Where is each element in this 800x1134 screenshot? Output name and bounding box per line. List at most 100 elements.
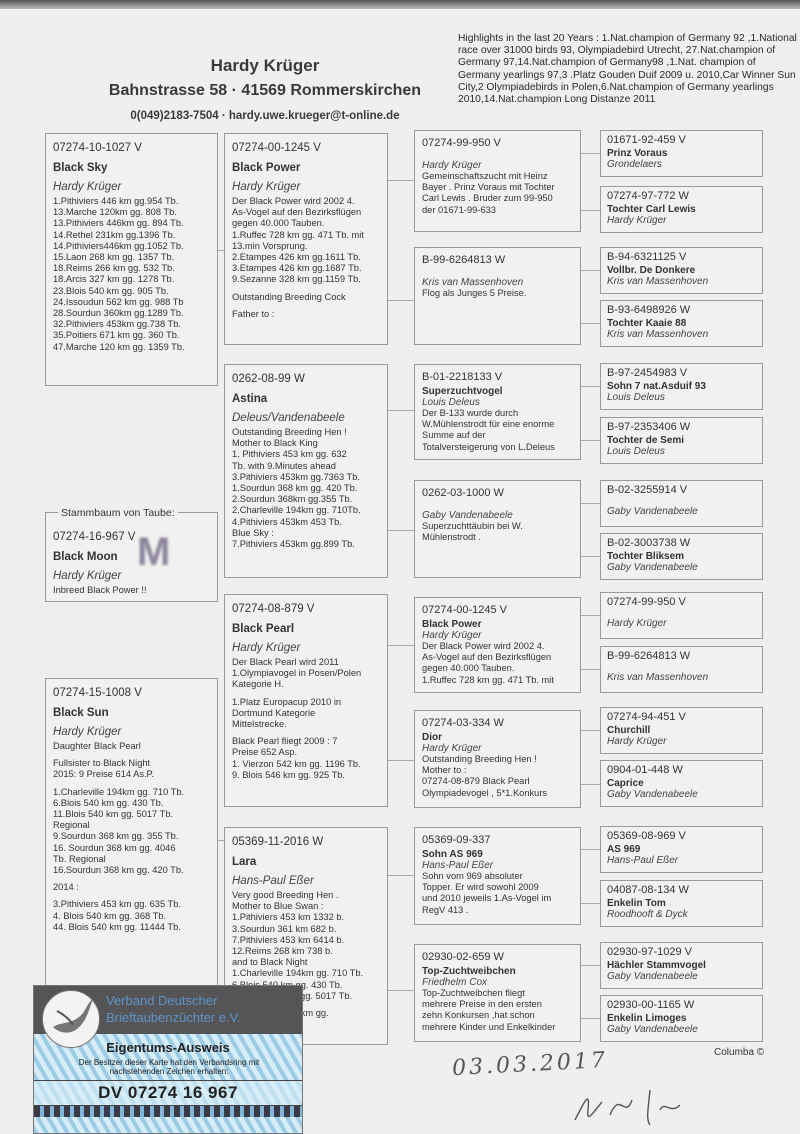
breeder: Hardy Krüger <box>607 215 667 226</box>
note-line: 15.Laon 268 km gg. 1357 Tb. <box>53 252 175 263</box>
note-line: 7.Pithiviers 453km gg.899 Tb. <box>232 539 355 550</box>
note-line: 13.min Vorsprung. <box>232 240 308 251</box>
breeder-contact: 0(049)2183-7504 · hardy.uwe.krueger@t-on… <box>130 110 400 122</box>
bird-name: Black Moon <box>53 551 118 563</box>
note-line: Der Black Power wird 2002 4. <box>422 641 545 651</box>
ring-number: 05369-11-2016 W <box>232 836 324 848</box>
ring-number: 07274-99-950 V <box>422 137 501 149</box>
note-line: Olympiadevogel , 5*1.Konkurs <box>422 787 548 798</box>
stammbaum-label: Stammbaum von Taube: <box>58 507 178 519</box>
pedigree-box-dss: 07274-00-1245 V Black Power Hardy Krüger De… <box>414 597 581 693</box>
note-line: 32.Pithiviers 453km gg.738 Tb. <box>53 319 181 330</box>
breeder: Deleus/Vandenabeele <box>232 412 345 424</box>
note-line: 2.Etampes 426 km gg.1611 Tb. <box>232 252 361 263</box>
card-org: Verband Deutscher Brieftaubenzüchter e.V. <box>106 992 241 1026</box>
connector-line <box>388 990 414 991</box>
note-line: 23.Blois 540 km gg. 905 Tb. <box>53 285 169 296</box>
note-line: Mother to : <box>422 765 467 776</box>
note-line: Inbreed Black Power !! <box>53 585 147 595</box>
note-line: 2.Charleville 194km gg. 710Tb. <box>232 505 361 516</box>
note-line: 4.Pithiviers 453km 453 Tb. <box>232 516 342 527</box>
breeder: Hardy Krüger <box>232 642 301 654</box>
note-line: Black Pearl fliegt 2009 : 7 <box>232 736 338 747</box>
note-line: 2014 : <box>53 882 79 893</box>
pedigree-box-g15: 02930-97-1029 V Hächler Stammvogel Gaby Va… <box>600 942 763 989</box>
note-line: 9.Sourdun 368 km gg. 355 Tb. <box>53 831 179 842</box>
connector-line <box>218 840 224 841</box>
breeder: Gaby Vandenabeele <box>607 971 698 982</box>
connector-line <box>581 503 600 504</box>
connector-line <box>581 849 600 850</box>
bird-name: Enkelin Limoges <box>607 1013 687 1024</box>
connector-line <box>388 645 414 646</box>
note-line: 3.Sourdun 361 km 682 b. <box>232 923 337 934</box>
pedigree-box-sss: 07274-99-950 V Hardy Krüger Gemeinschaftsz… <box>414 130 581 232</box>
note-line: Preise 652 Asp. <box>232 747 298 758</box>
note-line: 9. Blois 546 km gg. 925 Tb. <box>232 769 346 780</box>
ring-number: 0904-01-448 W <box>607 764 683 776</box>
ring-number: B-99-6264813 W <box>422 254 506 266</box>
breeder: Kris van Massenhoven <box>607 276 709 287</box>
connector-line <box>581 270 600 271</box>
ring-number: 07274-94-451 V <box>607 711 686 723</box>
note-line: 1.Pithiviers 453 km 1332 b. <box>232 912 345 923</box>
note-line: Daughter Black Pearl <box>53 741 141 751</box>
bird-name: Enkelin Tom <box>607 898 666 909</box>
card-org-line1: Verband Deutscher <box>106 993 218 1008</box>
bird-name <box>607 498 756 506</box>
note-line: Der Black Power wird 2002 4. <box>232 196 355 206</box>
note-line: 2.Sourdun 368km gg.355 Tb. <box>232 494 353 505</box>
note-line: 28.Sourdun 360km gg.1289 Tb. <box>53 308 184 319</box>
pedigree-box-g11: 07274-94-451 V Churchill Hardy Krüger <box>600 707 763 754</box>
bird-name: Tochter Carl Lewis <box>607 204 696 215</box>
ring-number: B-02-3255914 V <box>607 484 688 496</box>
bird-name: Tochter de Semi <box>607 435 685 446</box>
note-line: Father to : <box>232 308 275 319</box>
pedigree-box-g5: B-97-2454983 V Sohn 7 nat.Asduif 93 Louis … <box>600 363 763 410</box>
breeder: Gaby Vandenabeele <box>607 562 698 573</box>
bird-name: Superzuchtvogel <box>422 386 503 397</box>
note-line: Outstanding Breeding Hen ! <box>422 754 537 764</box>
note-line: 1.Ruffec 728 km gg. 471 Tb. mit <box>232 229 364 240</box>
bird-name: Black Sun <box>53 707 109 719</box>
pedigree-box-g2: 07274-97-772 W Tochter Carl Lewis Hardy Kr… <box>600 186 763 233</box>
connector-line <box>581 153 600 154</box>
pedigree-box-ssd: B-99-6264813 W Kris van Massenhoven Flog a… <box>414 247 581 345</box>
note-line: Very good Breeding Hen . <box>232 890 339 900</box>
connector-line <box>581 784 600 785</box>
note-line: 7.Pithiviers 453 km 6414 b. <box>232 934 345 945</box>
bird-name <box>607 610 756 618</box>
ring-number: 07274-16-967 V <box>53 531 136 543</box>
bird-name <box>607 664 756 672</box>
note-line: Bayer . Prinz Voraus mit Tochter <box>422 182 555 193</box>
bird-name <box>422 269 574 277</box>
note-line: 12.Reims 268 km 738 b. <box>232 946 333 957</box>
note-line: Tb. Regional <box>53 853 106 864</box>
breeder: Hardy Krüger <box>422 630 482 641</box>
note-line: 2015: 9 Preise 614 As.P. <box>53 769 155 780</box>
pedigree-box-g1: 01671-92-459 V Prinz Voraus Grondelaers <box>600 130 763 177</box>
breeder: Kris van Massenhoven <box>422 277 524 288</box>
note-line: 1. Vierzon 542 km gg. 1196 Tb. <box>232 758 361 769</box>
note-line: 16. Sourdun 368 km gg. 4046 <box>53 842 176 853</box>
connector-line <box>581 1018 600 1019</box>
note-line: Totalversteigerung von L.Deleus <box>422 441 555 452</box>
note-line: 3.Pithiviers 453 km gg. 635 Tb. <box>53 899 181 910</box>
bird-name: Black Sky <box>53 162 108 174</box>
note-line: Mother to Blue Swan : <box>232 901 324 912</box>
note-line: As-Vogel auf den Bezirksflügen <box>422 652 552 663</box>
note-line: 4. Blois 540 km gg. 368 Tb. <box>53 910 167 921</box>
connector-line <box>388 300 414 301</box>
pedigree-box-g14: 04087-08-134 W Enkelin Tom Roodhooft & Dyc… <box>600 880 763 927</box>
pedigree-box-subject: 07274-16-967 V Black Moon Hardy Krüger Inbr… <box>45 512 218 602</box>
note-line: mehrere Preise in den ersten <box>422 999 542 1010</box>
breeder-name: Hardy Krüger <box>210 56 320 75</box>
pedigree-box-ds: 07274-08-879 V Black Pearl Hardy Krüger Der… <box>224 594 388 807</box>
ring-number: 07274-00-1245 V <box>232 142 321 154</box>
connector-line <box>581 556 600 557</box>
footer-credit: Columba © <box>714 1047 765 1058</box>
note-line: Outstanding Breeding Hen ! <box>232 427 347 437</box>
ring-number: 0262-03-1000 W <box>422 487 504 499</box>
ring-number: 04087-08-134 W <box>607 884 689 896</box>
handwritten-date: 03.03.2017 <box>451 1047 609 1082</box>
